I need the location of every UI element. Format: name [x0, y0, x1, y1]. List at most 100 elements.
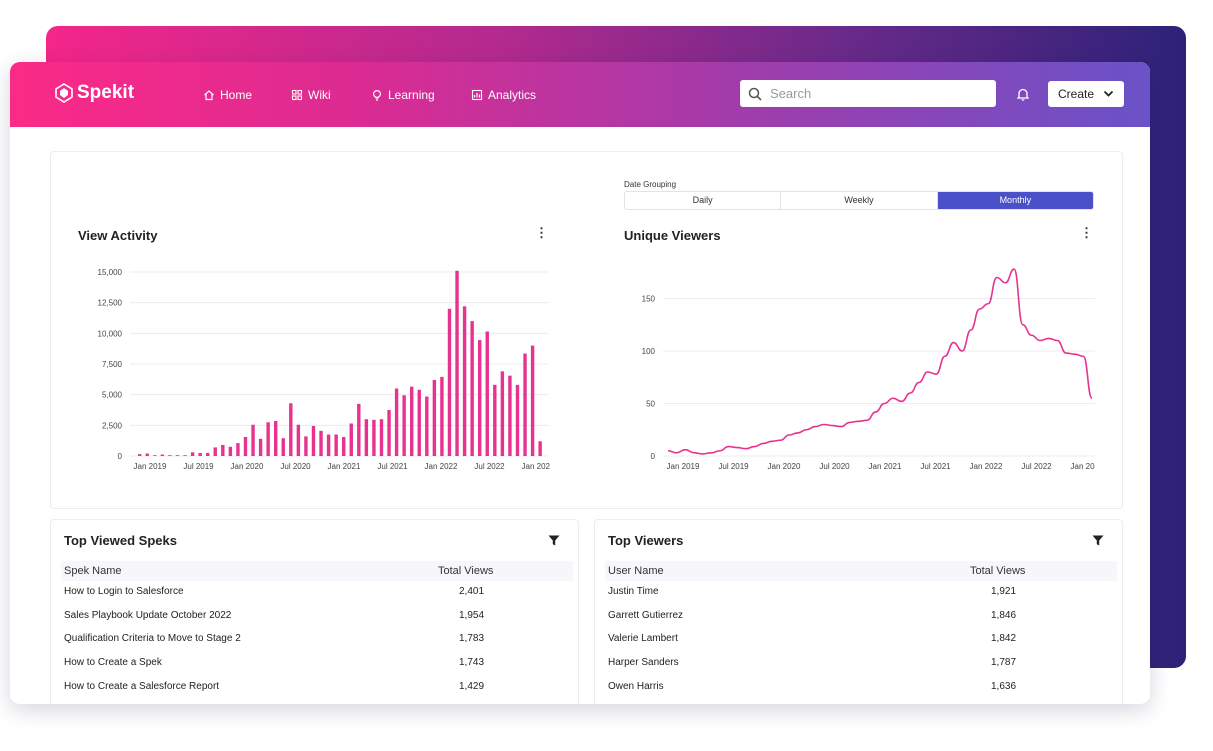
bar[interactable] [478, 340, 482, 456]
filter-icon[interactable] [548, 535, 560, 546]
spekit-logo[interactable]: Spekit [54, 82, 134, 104]
bar[interactable] [530, 345, 535, 456]
unique-viewers-menu-icon[interactable]: ⋮ [1080, 225, 1093, 240]
bar[interactable] [349, 423, 353, 456]
create-button[interactable]: Create [1048, 81, 1124, 107]
date-grouping-weekly[interactable]: Weekly [781, 192, 938, 209]
bar[interactable] [364, 419, 369, 456]
table-row[interactable]: How to Create a Salesforce Report 1,429 [64, 681, 564, 701]
bell-icon[interactable] [1017, 87, 1029, 101]
bar[interactable] [175, 455, 180, 456]
nav-analytics[interactable]: Analytics [471, 62, 536, 127]
user-name: Owen Harris [608, 681, 664, 692]
column-header[interactable]: Total Views [970, 565, 1026, 577]
bar[interactable] [357, 403, 361, 456]
table-row[interactable]: How to Login to Salesforce 2,401 [64, 586, 564, 606]
view-activity-menu-icon[interactable]: ⋮ [535, 225, 548, 240]
x-tick-label: Jul 2021 [920, 462, 951, 471]
bar[interactable] [470, 321, 474, 456]
bar[interactable] [236, 443, 240, 456]
bar[interactable] [319, 430, 323, 456]
nav-home-label: Home [220, 87, 253, 102]
bar[interactable] [334, 434, 338, 456]
bar[interactable] [274, 421, 278, 456]
bar[interactable] [213, 447, 217, 456]
table-row[interactable]: Harper Sanders 1,787 [608, 657, 1108, 677]
y-tick-label: 15,000 [98, 268, 123, 277]
total-views: 1,429 [459, 681, 485, 692]
column-header[interactable]: Spek Name [64, 565, 122, 577]
table-row[interactable]: Sales Playbook Update October 2022 1,954 [64, 610, 564, 630]
bar[interactable] [425, 396, 429, 456]
bar[interactable] [342, 436, 346, 456]
bar[interactable] [432, 379, 437, 456]
filter-icon[interactable] [1092, 535, 1104, 546]
y-tick-label: 0 [118, 452, 123, 461]
table-row[interactable]: Valerie Lambert 1,842 [608, 633, 1108, 653]
user-name: Valerie Lambert [608, 633, 678, 644]
search-box[interactable] [740, 80, 996, 107]
total-views: 1,846 [991, 610, 1017, 621]
bar[interactable] [266, 422, 270, 456]
bar[interactable] [417, 389, 421, 456]
bar[interactable] [372, 419, 376, 456]
bar[interactable] [281, 438, 285, 456]
bar[interactable] [304, 436, 308, 456]
bar[interactable] [198, 452, 202, 456]
date-grouping-monthly[interactable]: Monthly [937, 192, 1093, 209]
nav-wiki[interactable]: Wiki [291, 62, 331, 127]
bar[interactable] [258, 438, 263, 456]
bar[interactable] [462, 306, 467, 456]
bar[interactable] [394, 388, 399, 456]
bar[interactable] [168, 455, 172, 456]
date-grouping-daily[interactable]: Daily [625, 192, 782, 209]
nav-home[interactable]: Home [203, 62, 252, 127]
bar[interactable] [379, 419, 384, 456]
bar[interactable] [523, 353, 527, 456]
top-viewed-speks-title: Top Viewed Speks [64, 533, 177, 548]
bar[interactable] [500, 371, 505, 456]
bar[interactable] [296, 424, 301, 456]
spek-name: How to Login to Salesforce [64, 586, 184, 597]
x-tick-label: Jul 2022 [1021, 462, 1052, 471]
bar[interactable] [190, 452, 195, 456]
bar[interactable] [145, 453, 149, 456]
bar[interactable] [402, 395, 406, 456]
date-grouping-selector: Daily Weekly Monthly [624, 191, 1094, 210]
nav-learning[interactable]: Learning [371, 62, 435, 127]
bar[interactable] [493, 384, 497, 456]
bar[interactable] [160, 454, 165, 456]
bar[interactable] [228, 446, 233, 456]
bar[interactable] [221, 444, 225, 456]
series-line[interactable] [667, 268, 1093, 455]
table-row[interactable]: How to Create a Spek 1,743 [64, 657, 564, 677]
column-header[interactable]: User Name [608, 565, 664, 577]
bar[interactable] [243, 436, 248, 456]
bar[interactable] [206, 452, 210, 456]
x-tick-label: Jan 2022 [970, 462, 1003, 471]
bar[interactable] [387, 410, 391, 456]
bar[interactable] [183, 455, 187, 456]
bar[interactable] [538, 441, 542, 456]
bar[interactable] [440, 376, 444, 456]
bar[interactable] [326, 434, 331, 456]
bar[interactable] [153, 455, 157, 456]
bar[interactable] [508, 375, 512, 456]
column-header[interactable]: Total Views [438, 565, 494, 577]
table-row[interactable]: Owen Harris 1,636 [608, 681, 1108, 701]
table-row[interactable]: Qualification Criteria to Move to Stage … [64, 633, 564, 653]
bar[interactable] [138, 454, 142, 456]
search-input[interactable] [770, 86, 970, 101]
bar[interactable] [311, 425, 316, 456]
bar[interactable] [485, 331, 489, 456]
table-row[interactable]: Garrett Gutierrez 1,846 [608, 610, 1108, 630]
x-tick-label: Jan 2019 [667, 462, 700, 471]
bar[interactable] [455, 270, 459, 456]
chevron-down-icon [1103, 90, 1114, 97]
bar[interactable] [251, 424, 255, 456]
bar[interactable] [447, 308, 452, 456]
bar[interactable] [410, 386, 414, 456]
table-row[interactable]: Justin Time 1,921 [608, 586, 1108, 606]
bar[interactable] [289, 403, 293, 456]
bar[interactable] [515, 384, 520, 456]
